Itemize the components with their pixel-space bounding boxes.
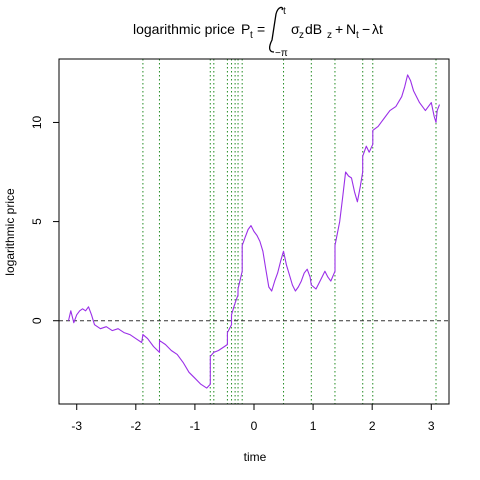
chart-title: logarithmic price P t = t −π σ z dB z + … bbox=[133, 6, 383, 59]
title-minus: − bbox=[362, 21, 370, 37]
series-line bbox=[67, 74, 441, 389]
x-tick-label: -2 bbox=[130, 419, 141, 433]
title-p-sub: t bbox=[250, 30, 253, 41]
title-main: logarithmic price bbox=[133, 21, 235, 37]
y-tick-label: 0 bbox=[30, 317, 44, 324]
title-db: dB bbox=[305, 21, 322, 37]
y-tick-label: 10 bbox=[30, 115, 44, 129]
x-tick-label: 1 bbox=[310, 419, 317, 433]
x-tick-label: 3 bbox=[428, 419, 435, 433]
title-sigma-sub: z bbox=[299, 30, 304, 41]
y-axis-label: logarithmic price bbox=[3, 188, 17, 276]
jump-lines bbox=[142, 59, 437, 404]
title-plus: + bbox=[335, 21, 343, 37]
x-tick-label: -1 bbox=[190, 419, 201, 433]
title-n-sub: t bbox=[356, 30, 359, 41]
title-p: P bbox=[241, 21, 250, 37]
title-equals: = bbox=[257, 21, 265, 37]
x-axis-label: time bbox=[244, 450, 267, 464]
title-sigma: σ bbox=[291, 21, 300, 37]
title-int-lower: −π bbox=[275, 48, 288, 59]
x-tick-label: -3 bbox=[71, 419, 82, 433]
title-n: N bbox=[346, 21, 356, 37]
integral-sign bbox=[268, 6, 284, 53]
y-tick-label: 5 bbox=[30, 218, 44, 225]
title-lambda-t: λt bbox=[372, 21, 383, 37]
title-int-upper: t bbox=[283, 6, 286, 17]
x-tick-label: 0 bbox=[251, 419, 258, 433]
title-b-sub: z bbox=[327, 30, 332, 41]
x-axis: -3 -2 -1 0 1 2 3 bbox=[71, 404, 435, 433]
x-tick-label: 2 bbox=[369, 419, 376, 433]
y-axis: 0 5 10 bbox=[30, 115, 59, 324]
